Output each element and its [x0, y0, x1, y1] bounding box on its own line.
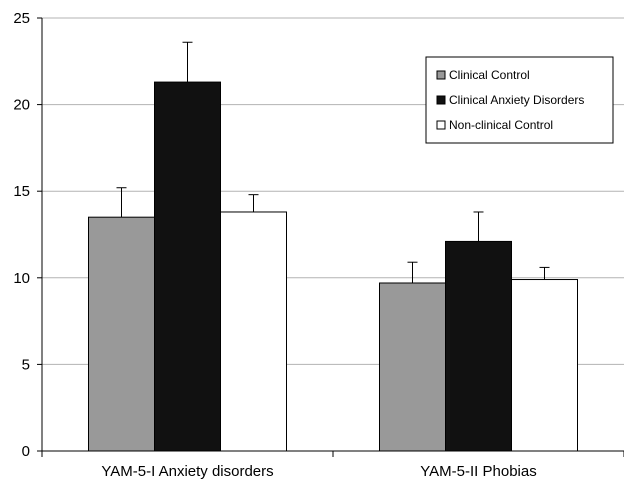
y-tick-label: 25: [13, 10, 30, 27]
y-tick-label: 10: [13, 270, 30, 287]
legend-label: Clinical Control: [449, 68, 530, 82]
legend: Clinical Control Clinical Anxiety Disorde…: [425, 56, 614, 144]
bar: [511, 279, 578, 452]
legend-swatch: [436, 95, 446, 105]
legend-box: [425, 56, 614, 144]
legend-swatch: [436, 120, 446, 130]
axes: [37, 17, 624, 457]
axis-labels: YAM-5-I Anxiety disorders YAM-5-II Phobia…: [13, 10, 536, 480]
bar: [379, 282, 446, 452]
error-bars: [116, 41, 550, 283]
y-tick-label: 0: [22, 443, 30, 460]
bar: [220, 211, 287, 452]
legend-label: Non-clinical Control: [449, 118, 553, 132]
x-tick-label: YAM-5-II Phobias: [420, 463, 536, 480]
y-tick-label: 15: [13, 183, 30, 200]
bar: [154, 81, 221, 452]
bars: [88, 81, 578, 452]
bar: [88, 216, 155, 452]
bar: [445, 240, 512, 452]
x-tick-label: YAM-5-I Anxiety disorders: [101, 463, 273, 480]
y-tick-label: 20: [13, 97, 30, 114]
legend-label: Clinical Anxiety Disorders: [449, 93, 584, 107]
legend-swatch: [436, 70, 446, 80]
y-tick-label: 5: [22, 356, 30, 373]
